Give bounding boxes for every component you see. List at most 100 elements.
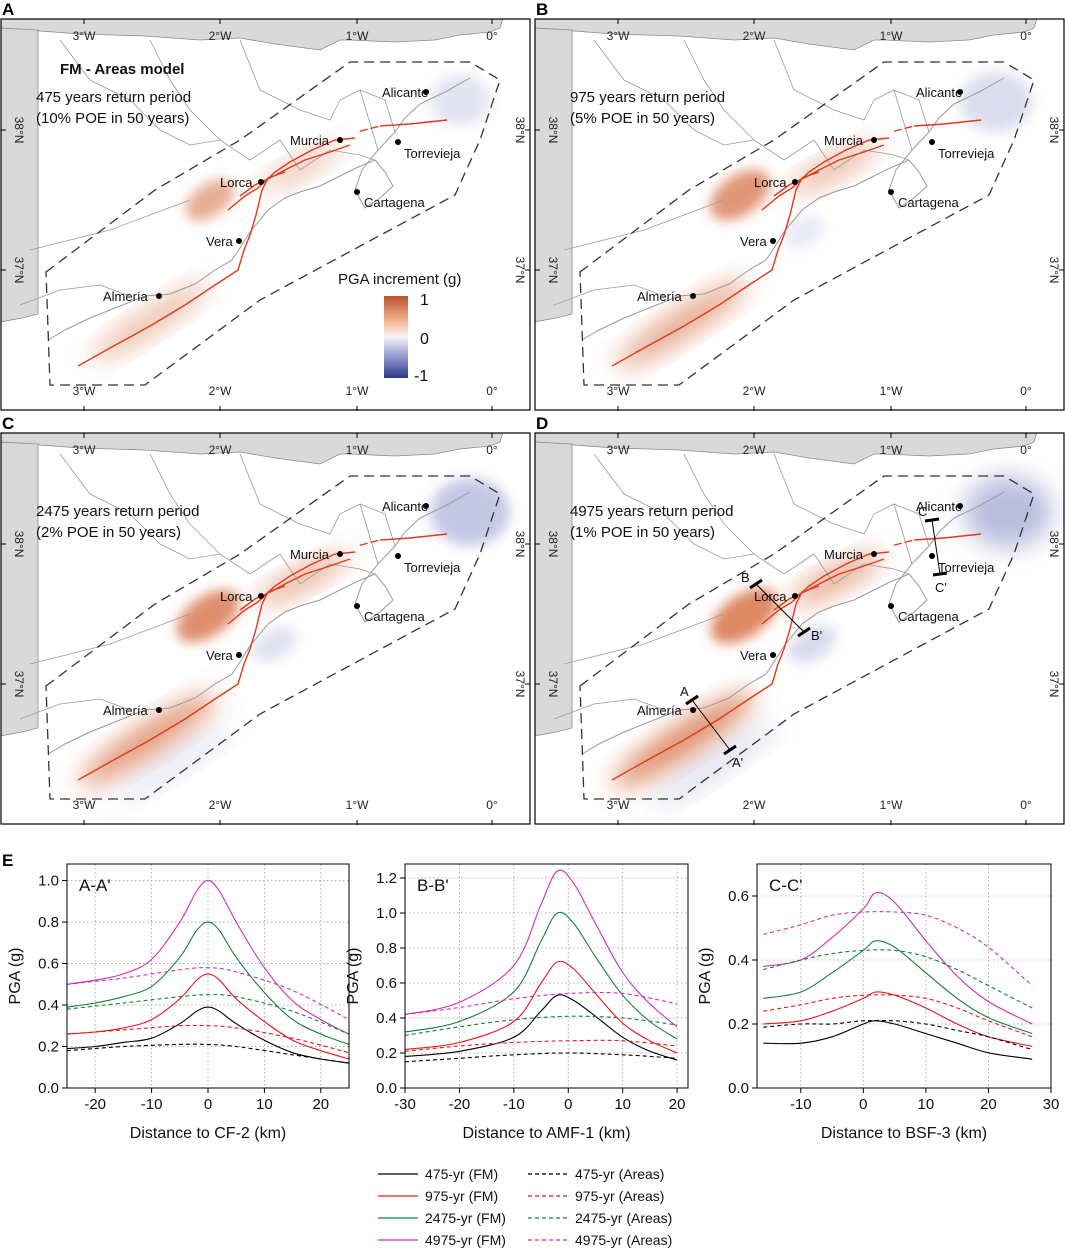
province-border: [563, 199, 725, 251]
province-border: [239, 39, 396, 133]
province-border: [773, 453, 930, 547]
city-label: Cartagena: [364, 609, 425, 624]
fault-trace: [611, 171, 820, 367]
x-tick-label: -20: [84, 1096, 106, 1113]
coastline: [581, 77, 1005, 341]
city-label: Alicante: [382, 499, 428, 514]
series-line-475-yr-fm-: [67, 1006, 349, 1064]
lon-label-top: 3°W: [607, 443, 630, 457]
fault-trace: [77, 171, 286, 367]
province-border: [19, 698, 131, 720]
map-frame: [0, 432, 531, 825]
province-border: [29, 199, 191, 251]
city-label: Almería: [103, 289, 149, 304]
province-border: [593, 453, 815, 575]
lon-label-top: 2°W: [743, 443, 766, 457]
map-land-west: [1, 441, 39, 737]
city-label: Murcia: [824, 547, 864, 562]
series-line-975-yr-areas-: [67, 1024, 349, 1054]
profile-line-b: [755, 583, 805, 633]
series-line-475-yr-fm-: [405, 994, 678, 1061]
y-tick-label: 0.0: [728, 1080, 749, 1097]
series-line-975-yr-fm-: [763, 991, 1033, 1047]
colorbar-max: 1: [420, 292, 429, 309]
map-body: [535, 19, 1064, 410]
x-tick-label: 0: [564, 1096, 572, 1113]
profile-label-c-prime: C': [935, 580, 947, 595]
y-tick-label: 0.6: [376, 975, 397, 992]
series-line-4975-yr-fm-: [67, 880, 349, 1035]
map-frame: [534, 432, 1065, 825]
city-marker: [770, 652, 776, 658]
city-marker: [888, 189, 894, 195]
lat-label-left: 37°N: [546, 257, 560, 284]
x-tick-label: 20: [980, 1096, 997, 1113]
series-line-975-yr-fm-: [405, 960, 678, 1054]
chart-frame: [756, 863, 1052, 1089]
city-label: Cartagena: [898, 195, 959, 210]
y-axis-label: PGA (g): [697, 948, 714, 1005]
map-body: [1, 19, 530, 410]
lon-label-top: 0°: [486, 443, 498, 457]
series-line-2475-yr-fm-: [405, 911, 678, 1040]
profile-label-b-prime: B': [811, 628, 822, 643]
profile-end-c: [924, 517, 940, 523]
city-label: Alicante: [916, 499, 962, 514]
series-line-2475-yr-areas-: [67, 994, 349, 1035]
x-axis-label: Distance to BSF-3 (km): [821, 1125, 987, 1142]
y-tick-label: 0.0: [376, 1080, 397, 1097]
chart-title: B-B': [417, 876, 449, 895]
lat-label-right: 38°N: [1047, 531, 1061, 558]
series-line-4975-yr-areas-: [763, 911, 1033, 987]
city-marker: [395, 139, 401, 145]
province-border: [893, 503, 913, 565]
map-panel-a: 3°W 3°W 2°W 2°W 1°W 1°W 0° 0° 38°N 38°N 37°N 37°N Al…: [0, 0, 531, 411]
pga-decrease-zone: [252, 626, 298, 662]
y-tick-label: 0.8: [376, 940, 397, 957]
lon-label-bottom: 3°W: [73, 384, 96, 398]
poe-label: (1% POE in 50 years): [570, 524, 715, 541]
fault-trace: [761, 137, 890, 211]
lat-label-left: 37°N: [546, 671, 560, 698]
lon-label-top: 2°W: [209, 29, 232, 43]
fault-gap: [356, 124, 381, 134]
city-marker: [423, 89, 429, 95]
coastline: [581, 491, 1005, 755]
lon-label-bottom: 3°W: [73, 798, 96, 812]
lon-label-bottom: 3°W: [607, 798, 630, 812]
legend-label: 2475-yr (FM): [425, 1210, 506, 1226]
map-land: [535, 433, 1038, 465]
x-tick-label: -10: [141, 1096, 163, 1113]
chart-series: [763, 892, 1033, 1060]
profile-chart-1: -20 -10 0 10 20 0.0 0.2 0.4 0.6 0.8 1.0 A-A' Distanc…: [7, 863, 350, 1142]
city-label: Almería: [103, 703, 149, 718]
city-label: Almería: [637, 289, 683, 304]
legend-label: 2475-yr (Areas): [575, 1210, 672, 1226]
y-axis-label: PGA (g): [345, 948, 362, 1005]
city-label: Vera: [206, 234, 234, 249]
city-marker: [337, 137, 343, 143]
fault-trace: [239, 144, 351, 197]
poe-label: (10% POE in 50 years): [36, 110, 189, 127]
fault-trace: [227, 551, 356, 625]
poe-label: (2% POE in 50 years): [36, 524, 181, 541]
return-period-label: 4975 years return period: [570, 503, 733, 520]
lon-label-bottom: 2°W: [209, 384, 232, 398]
city-label: Lorca: [220, 589, 253, 604]
poe-label: (5% POE in 50 years): [570, 110, 715, 127]
model-label: FM - Areas model: [60, 61, 184, 78]
y-tick-label: 0.4: [728, 952, 749, 969]
profile-end-b-prime: [797, 626, 811, 638]
colorbar-min: -1: [414, 368, 428, 385]
province-border: [683, 39, 755, 141]
lon-label-bottom: 1°W: [880, 798, 903, 812]
y-tick-label: 1.2: [376, 870, 397, 887]
pga-increase-zone: [255, 552, 349, 606]
lon-label-top: 2°W: [743, 29, 766, 43]
fault-trace: [773, 144, 885, 197]
x-tick-label: -20: [449, 1096, 471, 1113]
profile-label-c: C: [918, 504, 927, 519]
city-marker: [354, 189, 360, 195]
y-tick-label: 0.4: [376, 1010, 397, 1027]
city-marker: [792, 593, 798, 599]
